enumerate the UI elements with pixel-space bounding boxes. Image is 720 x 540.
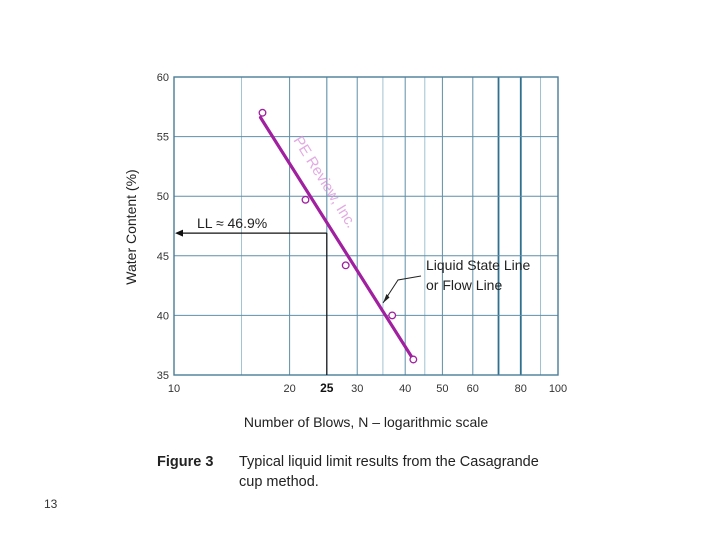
x-tick-50: 50 — [436, 383, 448, 395]
chart-frame — [173, 76, 559, 376]
chart-grid — [174, 77, 558, 375]
y-tick-60: 60 — [157, 72, 169, 84]
caption-text-line1: Typical liquid limit results from the Ca… — [239, 454, 539, 470]
plot-border — [173, 76, 559, 376]
x-tick-30: 30 — [351, 383, 363, 395]
x-tick-25: 25 — [320, 381, 334, 395]
page-number: 13 — [44, 497, 58, 511]
figure-caption: Figure 3 Typical liquid limit results fro… — [157, 452, 597, 492]
x-tick-60: 60 — [467, 383, 479, 395]
data-point-3 — [341, 261, 350, 270]
flow-line-segment — [258, 115, 415, 362]
ll-label: LL ≈ 46.9% — [197, 215, 267, 231]
ll-guide-lines — [175, 229, 328, 375]
flow-line-arrowhead-icon — [383, 294, 390, 303]
flow-line-label-2: or Flow Line — [426, 277, 502, 293]
y-tick-50: 50 — [157, 191, 169, 203]
x-tick-20: 20 — [283, 383, 295, 395]
x-tick-labels: 10 20 25 30 40 50 60 80 100 — [168, 381, 567, 395]
caption-text-line2: cup method. — [239, 474, 319, 490]
y-axis-title: Water Content (%) — [123, 169, 139, 284]
data-points — [258, 108, 418, 364]
y-tick-35: 35 — [157, 370, 169, 382]
x-axis-title: Number of Blows, N – logarithmic scale — [244, 414, 489, 430]
figure-label: Figure 3 — [157, 454, 214, 470]
flow-line-pointer — [382, 275, 422, 304]
y-tick-40: 40 — [157, 310, 169, 322]
x-tick-80: 80 — [515, 383, 527, 395]
ll-arrowhead-icon — [175, 229, 183, 237]
x-tick-100: 100 — [549, 383, 567, 395]
y-tick-45: 45 — [157, 251, 169, 263]
data-point-4 — [388, 311, 397, 320]
data-point-1 — [258, 108, 267, 117]
y-tick-labels: 35 40 45 50 55 60 — [157, 72, 169, 382]
flow-line — [258, 115, 415, 362]
y-tick-55: 55 — [157, 132, 169, 144]
x-tick-40: 40 — [399, 383, 411, 395]
data-point-5 — [409, 355, 418, 364]
flow-line-label-1: Liquid State Line — [426, 257, 531, 273]
data-point-2 — [301, 195, 310, 204]
x-tick-10: 10 — [168, 383, 180, 395]
